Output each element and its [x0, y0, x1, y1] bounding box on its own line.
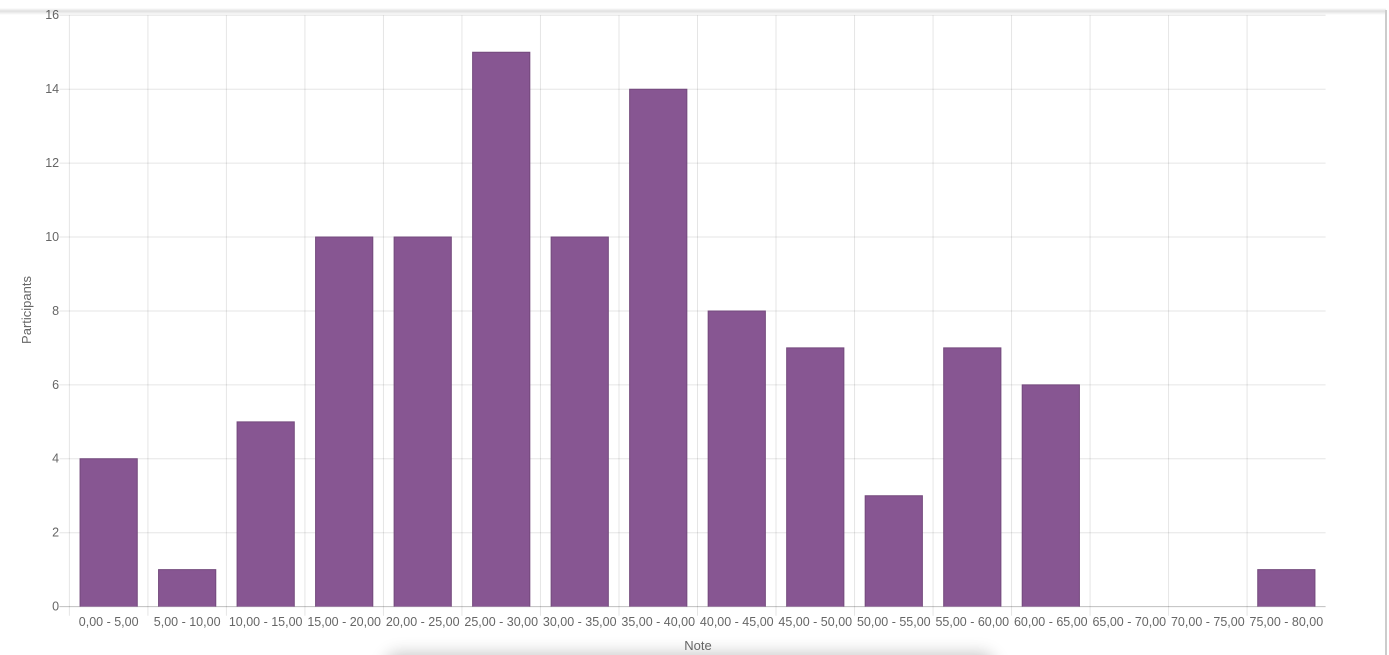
svg-text:12: 12 — [45, 156, 59, 170]
svg-text:65,00 - 70,00: 65,00 - 70,00 — [1092, 615, 1166, 629]
svg-text:2: 2 — [52, 526, 59, 540]
svg-text:20,00 - 25,00: 20,00 - 25,00 — [386, 615, 460, 629]
svg-text:15,00 - 20,00: 15,00 - 20,00 — [307, 615, 381, 629]
svg-text:45,00 - 50,00: 45,00 - 50,00 — [778, 615, 852, 629]
svg-text:50,00 - 55,00: 50,00 - 55,00 — [857, 615, 931, 629]
svg-text:Note: Note — [684, 638, 711, 653]
svg-text:4: 4 — [52, 452, 59, 466]
svg-text:25,00 - 30,00: 25,00 - 30,00 — [464, 615, 538, 629]
svg-text:35,00 - 40,00: 35,00 - 40,00 — [621, 615, 695, 629]
svg-text:60,00 - 65,00: 60,00 - 65,00 — [1014, 615, 1088, 629]
svg-text:8: 8 — [52, 304, 59, 318]
svg-text:6: 6 — [52, 378, 59, 392]
svg-text:Participants: Participants — [19, 276, 34, 344]
svg-text:0,00 - 5,00: 0,00 - 5,00 — [79, 615, 139, 629]
svg-text:16: 16 — [45, 8, 59, 22]
svg-text:10,00 - 15,00: 10,00 - 15,00 — [229, 615, 303, 629]
svg-text:10: 10 — [45, 230, 59, 244]
svg-text:75,00 - 80,00: 75,00 - 80,00 — [1250, 615, 1324, 629]
svg-text:40,00 - 45,00: 40,00 - 45,00 — [700, 615, 774, 629]
svg-text:70,00 - 75,00: 70,00 - 75,00 — [1171, 615, 1245, 629]
svg-text:5,00 - 10,00: 5,00 - 10,00 — [154, 615, 221, 629]
svg-text:0: 0 — [52, 600, 59, 614]
svg-text:14: 14 — [45, 82, 59, 96]
svg-text:30,00 - 35,00: 30,00 - 35,00 — [543, 615, 617, 629]
svg-text:55,00 - 60,00: 55,00 - 60,00 — [935, 615, 1009, 629]
